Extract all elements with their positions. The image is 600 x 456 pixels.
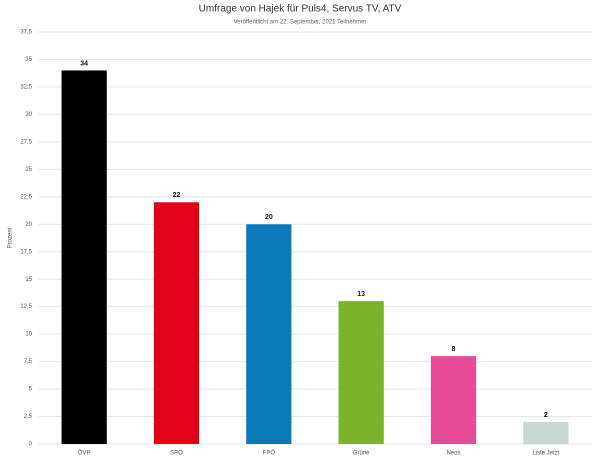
y-tick-label: 7,5: [24, 359, 33, 365]
y-tick-label: 27,5: [20, 139, 32, 145]
value-label: 22: [173, 192, 181, 199]
y-tick-label: 30: [25, 112, 32, 118]
x-tick-label: Liste Jetzt: [532, 451, 559, 456]
bar: [153, 202, 200, 444]
bar: [523, 422, 569, 444]
x-tick-label: FPÖ: [263, 450, 276, 456]
value-label: 8: [452, 346, 456, 353]
x-tick-label: Neos: [446, 451, 460, 456]
y-tick-label: 25: [25, 167, 32, 173]
y-tick-label: 32,5: [20, 85, 32, 91]
y-tick-label: 0: [29, 442, 33, 448]
x-tick-label: Grüne: [353, 451, 370, 456]
chart-title: Umfrage von Hajek für Puls4, Servus TV, …: [199, 4, 402, 15]
y-tick-label: 35: [25, 57, 32, 63]
y-tick-label: 15: [25, 277, 32, 283]
y-axis-label: Prozent: [8, 227, 14, 248]
y-tick-label: 12,5: [20, 304, 32, 310]
bar: [338, 301, 384, 444]
value-label: 2: [544, 412, 548, 419]
chart-subtitle: Veröffentlicht am 22. September, 2021 Te…: [234, 20, 367, 26]
value-label: 34: [80, 60, 88, 67]
y-tick-label: 10: [25, 332, 32, 338]
y-tick-label: 17,5: [20, 249, 32, 255]
y-tick-label: 5: [29, 387, 33, 393]
bar: [246, 224, 292, 444]
y-tick-label: 37,5: [20, 30, 32, 36]
x-tick-label: SPÖ: [170, 450, 183, 456]
y-tick-label: 2,5: [24, 414, 33, 420]
value-label: 20: [265, 214, 273, 221]
y-tick-label: 22,5: [20, 194, 32, 200]
x-tick-label: ÖVP: [78, 450, 91, 456]
y-tick-label: 20: [25, 222, 32, 228]
value-label: 13: [357, 291, 365, 298]
bar: [430, 356, 477, 444]
bar: [61, 70, 107, 444]
